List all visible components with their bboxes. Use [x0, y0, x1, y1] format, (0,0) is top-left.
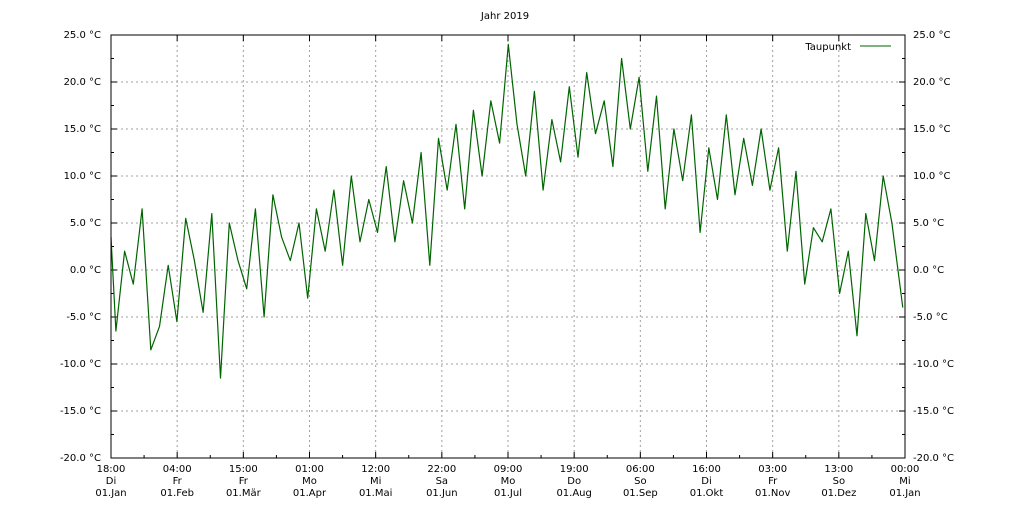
legend: Taupunkt [804, 42, 891, 53]
x-axis-ticks: 18:00Di01.Jan04:00Fr01.Feb15:00Fr01.Mär0… [95, 35, 921, 499]
y-tick-label-right: -10.0 °C [913, 359, 954, 370]
y-tick-label-right: -20.0 °C [913, 453, 954, 464]
chart-title: Jahr 2019 [480, 11, 529, 22]
y-tick-label-left: 25.0 °C [64, 30, 101, 41]
x-tick-label-day: Fr [239, 476, 249, 487]
y-tick-label-left: 0.0 °C [70, 265, 101, 276]
x-tick-label-day: Fr [768, 476, 778, 487]
x-tick-label-date: 01.Dez [821, 488, 856, 499]
y-tick-label-left: -15.0 °C [60, 406, 101, 417]
x-tick-label-date: 01.Mai [359, 488, 392, 499]
y-tick-label-right: 0.0 °C [913, 265, 944, 276]
x-tick-label-date: 01.Feb [160, 488, 194, 499]
x-tick-label-day: Mi [370, 476, 381, 487]
y-tick-label-right: 20.0 °C [913, 77, 950, 88]
y-tick-label-left: 15.0 °C [64, 124, 101, 135]
y-tick-label-left: 5.0 °C [70, 218, 101, 229]
x-tick-label-time: 22:00 [427, 464, 456, 475]
legend-label-taupunkt: Taupunkt [804, 42, 851, 53]
y-tick-label-left: -20.0 °C [60, 453, 101, 464]
x-tick-label-date: 01.Jan [95, 488, 126, 499]
y-tick-label-right: 5.0 °C [913, 218, 944, 229]
y-tick-label-right: -5.0 °C [913, 312, 948, 323]
x-tick-label-date: 01.Okt [690, 488, 724, 499]
y-axis-left-ticks: 25.0 °C 20.0 °C 15.0 °C 10.0 °C 5.0 °C 0.0 °C… [60, 30, 117, 464]
plot-frame [110, 34, 906, 459]
y-tick-label-right: 15.0 °C [913, 124, 950, 135]
x-tick-label-day: Mo [501, 476, 516, 487]
x-tick-label-day: Sa [436, 476, 448, 487]
x-tick-label-time: 00:00 [891, 464, 920, 475]
x-tick-label-day: So [833, 476, 845, 487]
x-tick-label-time: 18:00 [97, 464, 126, 475]
x-tick-label-date: 01.Jun [426, 488, 458, 499]
x-tick-label-time: 16:00 [692, 464, 721, 475]
x-tick-label-date: 01.Sep [623, 488, 658, 499]
x-tick-label-date: 01.Nov [755, 488, 791, 499]
x-tick-label-time: 03:00 [758, 464, 787, 475]
x-tick-label-date: 01.Jul [494, 488, 522, 499]
x-tick-label-day: Do [567, 476, 581, 487]
y-tick-label-left: 10.0 °C [64, 171, 101, 182]
y-tick-label-left: 20.0 °C [64, 77, 101, 88]
x-tick-label-day: Fr [173, 476, 183, 487]
x-tick-label-day: Mi [899, 476, 910, 487]
x-tick-label-date: 01.Mär [226, 488, 262, 499]
y-tick-label-right: 25.0 °C [913, 30, 950, 41]
grid [111, 35, 905, 458]
x-tick-label-date: 01.Apr [293, 488, 327, 499]
y-tick-label-left: -5.0 °C [66, 312, 101, 323]
x-tick-label-day: Di [701, 476, 711, 487]
x-tick-label-time: 15:00 [229, 464, 258, 475]
series-line-taupunkt [110, 43, 904, 379]
x-tick-label-time: 13:00 [824, 464, 853, 475]
series-layer [110, 43, 904, 379]
x-tick-label-time: 06:00 [626, 464, 655, 475]
x-tick-label-time: 12:00 [361, 464, 390, 475]
y-tick-label-right: -15.0 °C [913, 406, 954, 417]
x-tick-label-time: 09:00 [494, 464, 523, 475]
x-tick-label-date: 01.Aug [556, 488, 591, 499]
y-tick-label-left: -10.0 °C [60, 359, 101, 370]
x-tick-label-date: 01.Jan [889, 488, 920, 499]
y-axis-right-ticks: 25.0 °C 20.0 °C 15.0 °C 10.0 °C 5.0 °C 0.0 °C… [899, 30, 954, 464]
x-tick-label-day: So [634, 476, 646, 487]
x-tick-label-day: Mo [302, 476, 317, 487]
x-tick-label-time: 04:00 [163, 464, 192, 475]
x-tick-label-day: Di [106, 476, 116, 487]
x-tick-label-time: 01:00 [295, 464, 324, 475]
x-tick-label-time: 19:00 [560, 464, 589, 475]
y-tick-label-right: 10.0 °C [913, 171, 950, 182]
